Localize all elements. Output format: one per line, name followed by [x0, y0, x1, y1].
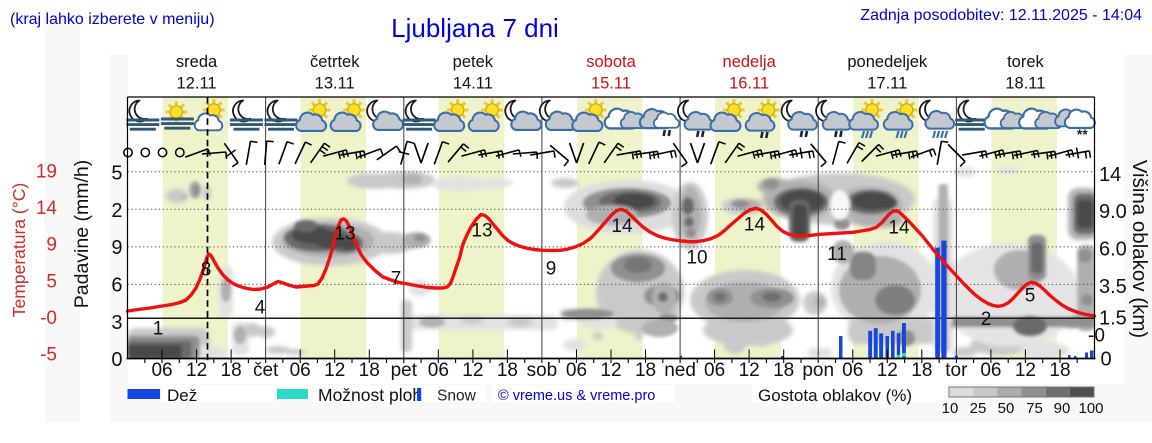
svg-text:0: 0 [1101, 349, 1112, 371]
svg-text:18.11: 18.11 [1005, 75, 1045, 93]
svg-text:16.11: 16.11 [729, 75, 769, 93]
svg-text:14: 14 [1099, 164, 1121, 186]
svg-text:12: 12 [739, 360, 760, 381]
svg-text:6.0: 6.0 [1099, 239, 1127, 261]
svg-text:11: 11 [827, 244, 847, 265]
svg-text:10: 10 [942, 400, 959, 417]
svg-text:06: 06 [704, 360, 725, 381]
svg-text:4: 4 [255, 298, 266, 319]
svg-text:1: 1 [153, 319, 164, 340]
svg-text:13: 13 [334, 224, 355, 245]
svg-text:18: 18 [359, 360, 380, 381]
svg-text:12: 12 [462, 360, 483, 381]
svg-text:sobota: sobota [586, 53, 636, 71]
svg-text:Padavine (mm/h): Padavine (mm/h) [71, 160, 93, 308]
svg-text:06: 06 [290, 360, 311, 381]
svg-text:© vreme.us & vreme.pro: © vreme.us & vreme.pro [498, 388, 655, 404]
svg-text:12: 12 [324, 360, 345, 381]
svg-text:06: 06 [428, 360, 449, 381]
svg-text:50: 50 [998, 400, 1015, 417]
svg-text:pet: pet [391, 360, 418, 381]
svg-text:14: 14 [611, 216, 633, 237]
svg-text:-5: -5 [40, 345, 57, 366]
svg-text:9: 9 [546, 259, 557, 280]
svg-text:12.11: 12.11 [177, 75, 217, 93]
svg-text:Višina oblakov (km): Višina oblakov (km) [1128, 160, 1151, 339]
svg-text:10: 10 [686, 248, 707, 269]
svg-text:2: 2 [981, 309, 992, 330]
svg-text:17.11: 17.11 [867, 75, 907, 93]
svg-text:Temperatura (°C): Temperatura (°C) [9, 183, 29, 317]
svg-text:12: 12 [600, 360, 621, 381]
svg-text:pon: pon [802, 360, 834, 381]
svg-text:1.5: 1.5 [1099, 308, 1127, 330]
svg-text:7: 7 [391, 269, 402, 290]
svg-text:5: 5 [46, 271, 57, 292]
svg-text:četrtek: četrtek [310, 53, 360, 71]
svg-text:0: 0 [111, 349, 122, 371]
svg-text:-0: -0 [40, 308, 57, 329]
svg-text:**: ** [1077, 126, 1088, 142]
svg-text:06: 06 [980, 360, 1001, 381]
svg-text:14: 14 [888, 218, 910, 239]
svg-text:14: 14 [36, 198, 58, 219]
svg-text:12: 12 [186, 360, 207, 381]
svg-text:15.11: 15.11 [591, 75, 631, 93]
svg-text:18: 18 [497, 360, 518, 381]
svg-text:Možnost ploh: Možnost ploh [318, 385, 422, 405]
svg-text:2: 2 [111, 200, 122, 222]
svg-text:sob: sob [527, 360, 558, 381]
svg-text:3.5: 3.5 [1099, 276, 1127, 298]
svg-text:Snow: Snow [437, 388, 477, 405]
svg-text:06: 06 [151, 360, 172, 381]
svg-text:ponedeljek: ponedeljek [847, 53, 928, 71]
svg-text:14: 14 [744, 215, 766, 236]
svg-text:13: 13 [471, 221, 492, 242]
svg-text:5: 5 [111, 163, 122, 185]
svg-text:5: 5 [1025, 286, 1036, 307]
svg-text:18: 18 [1049, 360, 1070, 381]
svg-text:75: 75 [1026, 400, 1043, 417]
svg-text:sreda: sreda [176, 53, 218, 71]
svg-text:Gostota oblakov (%): Gostota oblakov (%) [758, 386, 912, 405]
svg-text:12: 12 [877, 360, 898, 381]
svg-text:90: 90 [1054, 400, 1071, 417]
svg-text:9: 9 [111, 237, 122, 259]
svg-text:3: 3 [111, 312, 122, 334]
svg-text:18: 18 [911, 360, 932, 381]
svg-text:9: 9 [46, 235, 57, 256]
svg-text:čet: čet [253, 360, 279, 381]
svg-text:8: 8 [201, 260, 212, 281]
svg-text:25: 25 [970, 400, 987, 417]
svg-text:nedelja: nedelja [723, 53, 777, 71]
svg-text:13.11: 13.11 [315, 75, 355, 93]
svg-text:12: 12 [1015, 360, 1036, 381]
svg-text:petek: petek [453, 53, 494, 71]
svg-text:100: 100 [1078, 400, 1103, 417]
svg-text:06: 06 [566, 360, 587, 381]
svg-text:-0: -0 [1088, 326, 1105, 347]
svg-text:06: 06 [842, 360, 863, 381]
svg-text:18: 18 [221, 360, 242, 381]
svg-text:torek: torek [1007, 53, 1044, 71]
svg-text:6: 6 [111, 274, 122, 296]
svg-text:ned: ned [664, 360, 696, 381]
svg-text:9.0: 9.0 [1099, 201, 1127, 223]
svg-text:18: 18 [773, 360, 794, 381]
svg-text:18: 18 [635, 360, 656, 381]
svg-text:14.11: 14.11 [453, 75, 493, 93]
svg-text:19: 19 [36, 162, 57, 183]
svg-text:tor: tor [945, 360, 968, 381]
svg-text:Dež: Dež [167, 386, 197, 405]
